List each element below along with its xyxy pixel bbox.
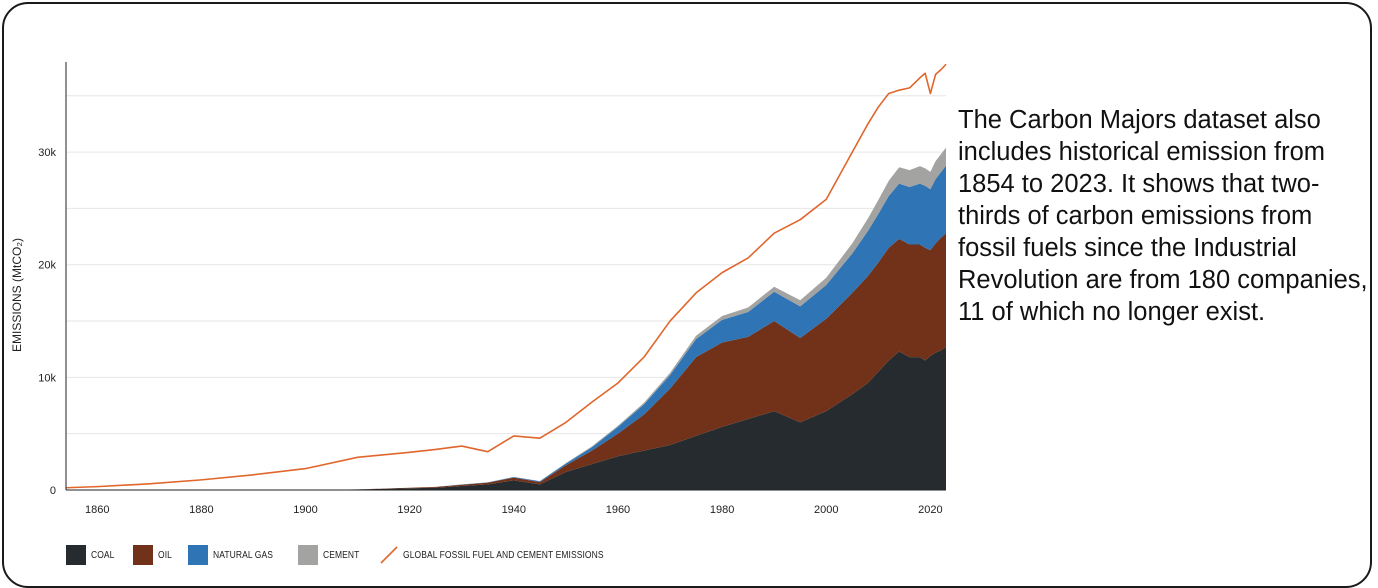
x-tick-label: 1960 bbox=[606, 504, 630, 516]
legend-item-oil: OIL bbox=[132, 545, 174, 565]
legend-swatch-coal bbox=[66, 545, 86, 565]
x-tick-label: 1900 bbox=[293, 504, 317, 516]
x-tick-label: 1920 bbox=[397, 504, 421, 516]
y-axis-label: EMISSIONS (MtCO₂) bbox=[10, 238, 24, 352]
area-coal bbox=[66, 346, 946, 490]
line-global-emissions bbox=[65, 63, 947, 489]
y-tick-label: 10k bbox=[38, 372, 56, 384]
legend-label-natural-gas: NATURAL GAS bbox=[213, 549, 274, 561]
caption-text: The Carbon Majors dataset also includes … bbox=[958, 106, 1368, 326]
x-tick-label: 1980 bbox=[710, 504, 734, 516]
y-tick-label: 30k bbox=[38, 147, 56, 159]
x-tick-label: 1940 bbox=[502, 504, 526, 516]
legend-label-global: GLOBAL FOSSIL FUEL AND CEMENT EMISSIONS bbox=[403, 549, 605, 561]
legend-label-oil: OIL bbox=[157, 549, 172, 561]
area-layer bbox=[65, 63, 947, 491]
legend-label-coal: COAL bbox=[91, 549, 115, 561]
legend-swatch-oil bbox=[132, 545, 153, 565]
emissions-chart: 1860 1880 1900 1920 1940 1960 1980 2000 2020 0 10k… bbox=[10, 62, 947, 516]
legend-item-natural-gas: NATURAL GAS bbox=[188, 545, 284, 565]
x-tick-label: 2000 bbox=[814, 504, 838, 516]
legend-item-coal: COAL bbox=[66, 545, 119, 565]
x-tick-label: 1860 bbox=[85, 504, 109, 516]
axis-layer: 1860 1880 1900 1920 1940 1960 1980 2000 2020 0 10k… bbox=[38, 62, 946, 516]
x-tick-label: 1880 bbox=[189, 504, 213, 516]
legend-item-global: GLOBAL FOSSIL FUEL AND CEMENT EMISSIONS bbox=[379, 545, 639, 565]
chart-legend: COAL OIL NATURAL GAS CEMENT GLOBAL FOSSI… bbox=[66, 545, 653, 565]
y-tick-label: 0 bbox=[50, 485, 56, 497]
legend-item-cement: CEMENT bbox=[297, 545, 366, 565]
legend-label-cement: CEMENT bbox=[322, 549, 360, 561]
legend-line-swatch-global bbox=[380, 546, 399, 564]
legend-swatch-cement bbox=[297, 545, 318, 565]
y-tick-label: 20k bbox=[38, 260, 56, 272]
area-oil bbox=[66, 233, 946, 490]
x-tick-label: 2020 bbox=[918, 504, 942, 516]
legend-swatch-natural-gas bbox=[188, 545, 209, 565]
